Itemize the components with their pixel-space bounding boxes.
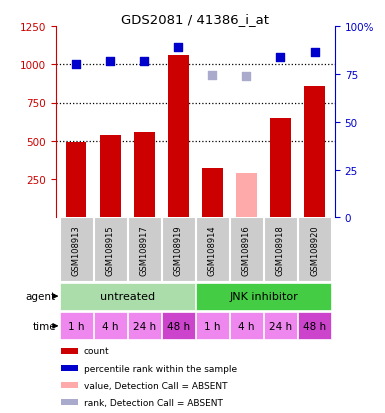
Bar	[128, 218, 161, 282]
Point	[209, 72, 216, 79]
Bar	[134, 132, 154, 218]
Text: 24 h: 24 h	[269, 321, 292, 331]
Bar	[60, 283, 195, 310]
Bar	[60, 218, 92, 282]
Text: 24 h: 24 h	[133, 321, 156, 331]
Text: GSM108918: GSM108918	[276, 224, 285, 275]
Bar	[100, 135, 121, 218]
Text: JNK inhibitor: JNK inhibitor	[229, 292, 298, 301]
Bar	[162, 218, 195, 282]
Point	[243, 74, 249, 81]
Bar	[162, 313, 195, 339]
Point	[278, 54, 284, 61]
Bar	[304, 86, 325, 218]
Text: 1 h: 1 h	[204, 321, 221, 331]
Bar	[270, 119, 291, 218]
Text: 1 h: 1 h	[68, 321, 84, 331]
Text: GSM108913: GSM108913	[72, 224, 81, 275]
Bar	[298, 218, 331, 282]
Bar	[236, 173, 257, 218]
Bar	[264, 218, 297, 282]
Point	[175, 45, 181, 52]
Bar	[62, 348, 78, 354]
Bar	[60, 313, 92, 339]
Bar	[298, 313, 331, 339]
Bar	[62, 365, 78, 372]
Text: 4 h: 4 h	[238, 321, 255, 331]
Bar	[196, 313, 229, 339]
Point	[73, 62, 79, 68]
Bar	[168, 56, 189, 218]
Text: GSM108917: GSM108917	[140, 224, 149, 275]
Bar	[66, 143, 87, 218]
Bar	[202, 169, 223, 218]
Text: value, Detection Call = ABSENT: value, Detection Call = ABSENT	[84, 381, 227, 389]
Text: 4 h: 4 h	[102, 321, 119, 331]
Text: agent: agent	[26, 292, 56, 301]
Point	[141, 59, 147, 65]
Text: GSM108920: GSM108920	[310, 224, 319, 275]
Text: GSM108919: GSM108919	[174, 224, 183, 275]
Bar	[94, 313, 127, 339]
Bar	[94, 218, 127, 282]
Point	[107, 59, 113, 65]
Text: rank, Detection Call = ABSENT: rank, Detection Call = ABSENT	[84, 398, 223, 406]
Text: time: time	[32, 321, 56, 331]
Bar	[62, 382, 78, 389]
Text: 48 h: 48 h	[167, 321, 190, 331]
Bar	[230, 218, 263, 282]
Bar	[230, 313, 263, 339]
Text: untreated: untreated	[100, 292, 155, 301]
Bar	[196, 283, 331, 310]
Bar	[128, 313, 161, 339]
Bar	[196, 218, 229, 282]
Point	[311, 50, 318, 56]
Bar	[264, 313, 297, 339]
Title: GDS2081 / 41386_i_at: GDS2081 / 41386_i_at	[121, 13, 270, 26]
Bar	[62, 399, 78, 406]
Text: GSM108915: GSM108915	[106, 224, 115, 275]
Text: GSM108914: GSM108914	[208, 224, 217, 275]
Text: GSM108916: GSM108916	[242, 224, 251, 275]
Text: count: count	[84, 347, 109, 356]
Text: 48 h: 48 h	[303, 321, 326, 331]
Text: percentile rank within the sample: percentile rank within the sample	[84, 363, 237, 373]
